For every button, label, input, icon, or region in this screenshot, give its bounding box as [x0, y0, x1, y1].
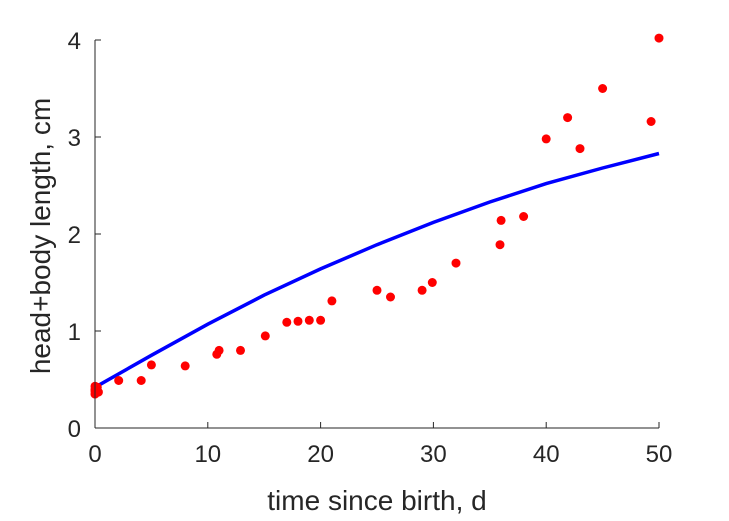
data-point — [654, 33, 664, 43]
data-point — [282, 317, 292, 327]
data-point — [496, 215, 506, 225]
data-point — [575, 144, 585, 154]
y-tick-label: 1 — [68, 319, 81, 346]
data-point — [417, 285, 427, 295]
data-point — [646, 117, 656, 126]
y-tick-label: 2 — [68, 222, 81, 249]
data-point — [519, 212, 529, 221]
data-point — [386, 292, 395, 302]
data-point — [372, 285, 382, 295]
x-tick-label: 40 — [533, 441, 560, 468]
data-point — [146, 360, 156, 370]
data-point — [541, 134, 551, 144]
data-point — [136, 376, 146, 385]
data-point — [451, 258, 461, 268]
data-point — [93, 387, 103, 397]
data-point — [114, 376, 124, 385]
data-point — [236, 345, 245, 355]
fit-curve — [94, 151, 660, 389]
data-point — [495, 240, 505, 250]
x-tick-label: 10 — [194, 441, 221, 468]
axes: 0 10 20 30 40 50 0 1 2 3 4 — [68, 28, 673, 468]
y-tick-label: 4 — [68, 28, 81, 55]
x-axis-label: time since birth, d — [267, 485, 486, 516]
y-tick-label: 0 — [68, 416, 81, 443]
y-axis-label: head+body length, cm — [25, 98, 56, 374]
data-point — [260, 331, 270, 341]
plot-marks — [90, 33, 664, 399]
data-point — [427, 278, 437, 287]
data-point — [598, 84, 608, 93]
data-point — [180, 361, 190, 371]
y-tick-label: 3 — [68, 125, 81, 152]
data-point — [316, 315, 326, 325]
x-tick-label: 30 — [420, 441, 447, 468]
x-tick-label: 50 — [646, 441, 673, 468]
data-point — [214, 345, 224, 355]
data-point — [293, 316, 303, 326]
data-point — [327, 296, 337, 306]
x-tick-label: 20 — [307, 441, 334, 468]
x-tick-label: 0 — [88, 441, 101, 468]
data-point — [304, 315, 314, 325]
data-point — [563, 113, 573, 123]
